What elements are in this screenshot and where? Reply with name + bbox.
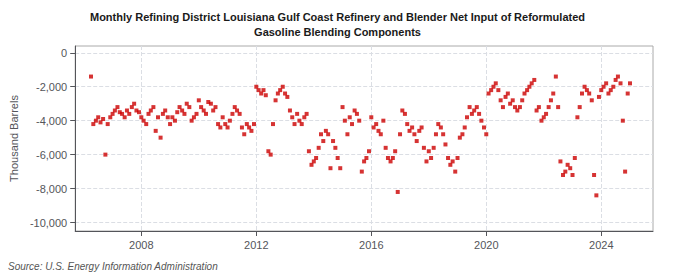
svg-text:0: 0: [61, 47, 67, 59]
svg-text:Thousand Barrels: Thousand Barrels: [8, 95, 20, 182]
svg-text:-8,000: -8,000: [36, 183, 67, 195]
svg-text:Monthly Refining District Loui: Monthly Refining District Louisiana Gulf…: [90, 11, 585, 23]
svg-text:2020: 2020: [474, 239, 498, 251]
svg-text:-6,000: -6,000: [36, 149, 67, 161]
svg-text:2012: 2012: [244, 239, 268, 251]
svg-text:Source: U.S. Energy Informatio: Source: U.S. Energy Information Administ…: [8, 261, 218, 272]
svg-text:-4,000: -4,000: [36, 115, 67, 127]
svg-text:Gasoline Blending Components: Gasoline Blending Components: [254, 26, 421, 38]
svg-text:2008: 2008: [129, 239, 153, 251]
svg-text:2016: 2016: [359, 239, 383, 251]
svg-text:-10,000: -10,000: [30, 217, 67, 229]
svg-text:2024: 2024: [589, 239, 613, 251]
svg-text:-2,000: -2,000: [36, 81, 67, 93]
